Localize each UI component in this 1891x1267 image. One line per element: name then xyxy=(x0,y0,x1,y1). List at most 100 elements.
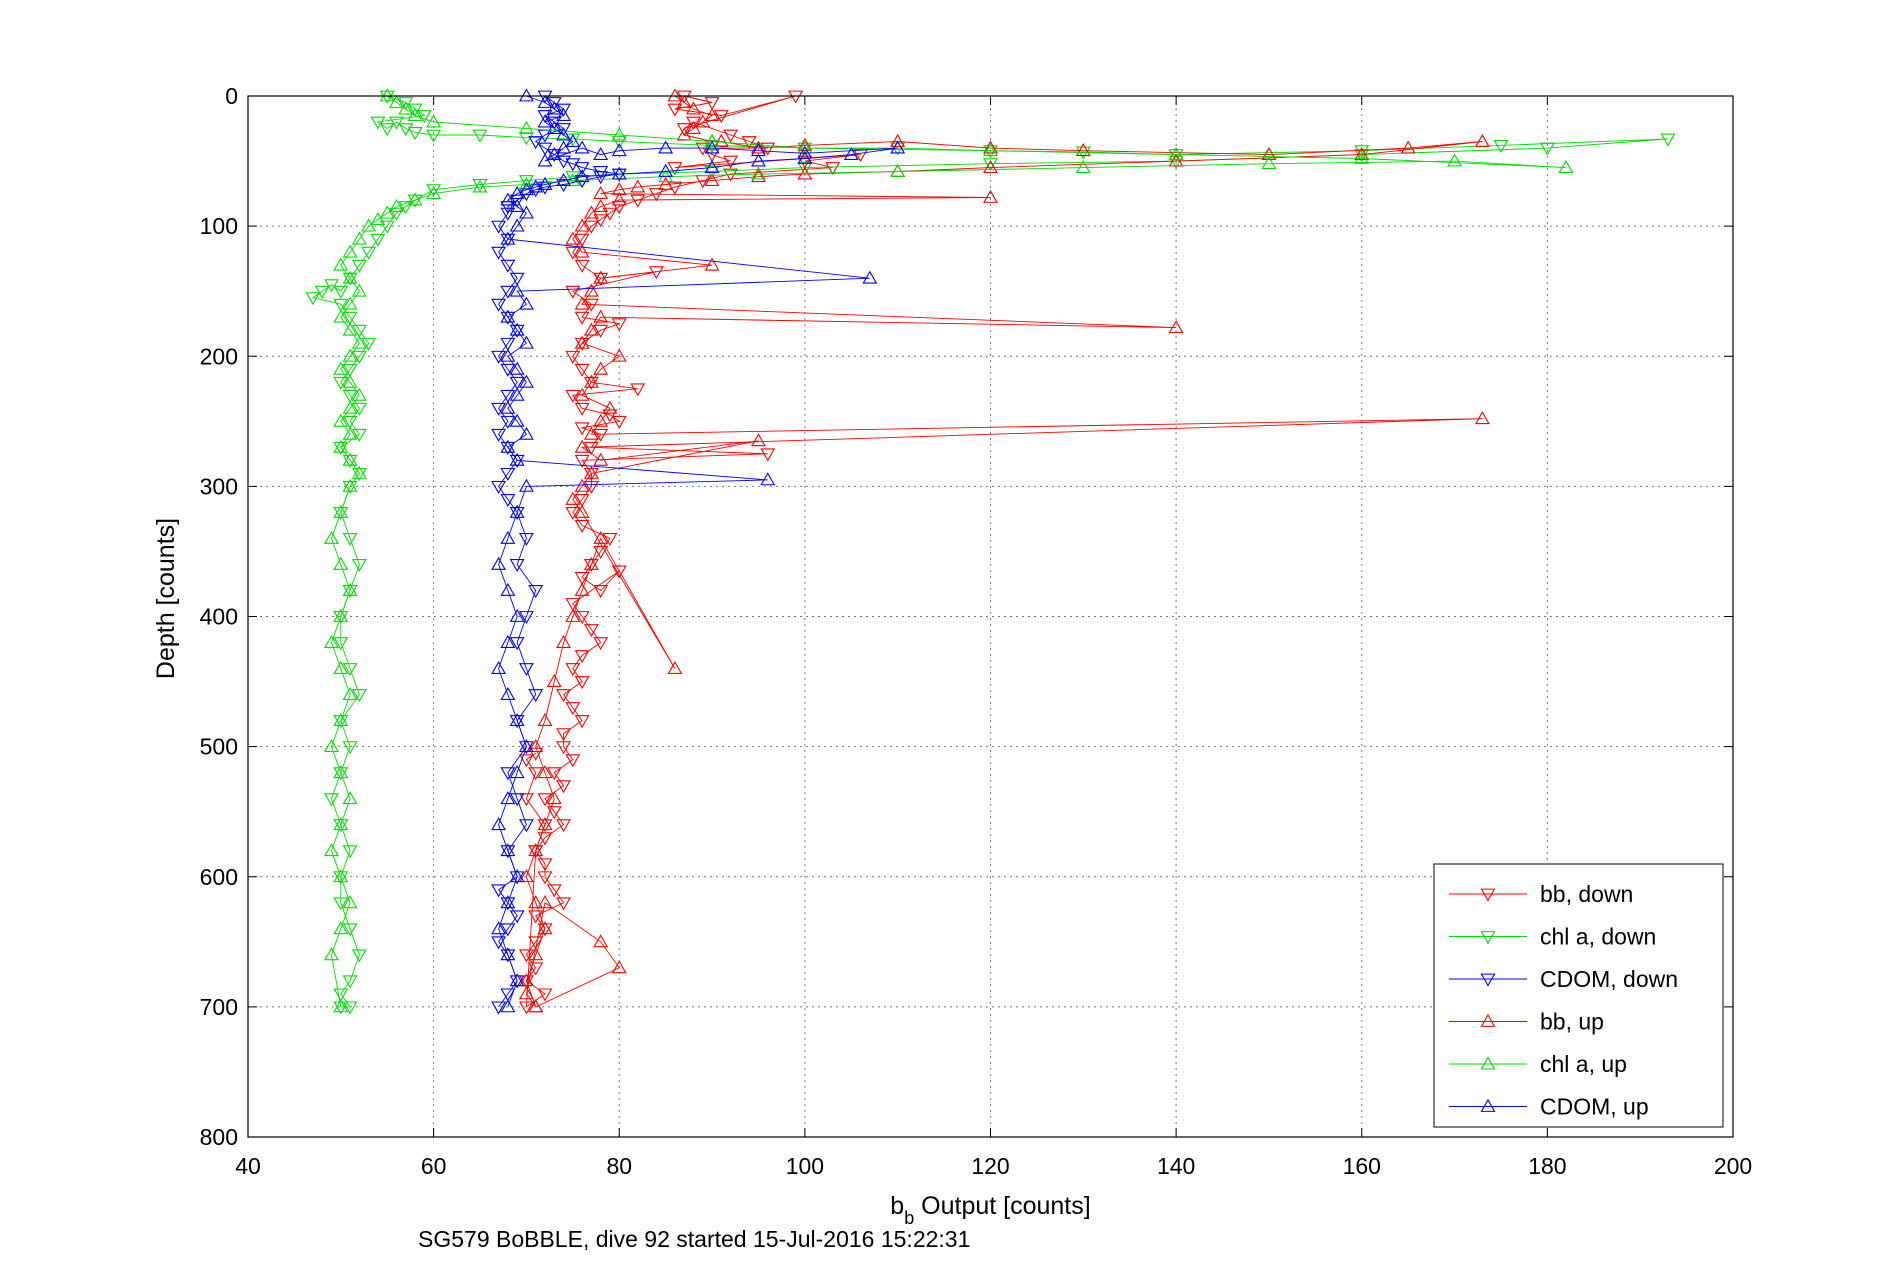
x-tick-label: 80 xyxy=(606,1153,632,1179)
data-point-marker xyxy=(630,383,646,397)
data-point-marker xyxy=(583,465,599,479)
data-point-marker xyxy=(509,608,525,622)
data-point-marker xyxy=(351,387,367,401)
x-tick-label: 180 xyxy=(1528,1153,1566,1179)
data-point-marker xyxy=(518,986,534,1000)
data-point-marker xyxy=(518,975,534,989)
data-point-marker xyxy=(574,454,590,468)
data-point-marker xyxy=(500,207,516,221)
data-point-marker xyxy=(500,493,516,507)
data-point-marker xyxy=(537,712,553,727)
data-point-marker xyxy=(500,337,516,351)
data-point-marker xyxy=(351,465,367,479)
data-point-marker xyxy=(509,910,525,924)
data-point-marker xyxy=(518,120,534,134)
data-point-marker xyxy=(370,233,386,247)
data-point-marker xyxy=(500,791,516,805)
data-point-marker xyxy=(333,1001,349,1015)
y-tick-label: 200 xyxy=(200,343,238,369)
data-point-marker xyxy=(741,136,757,150)
data-point-marker xyxy=(583,556,599,570)
data-point-marker xyxy=(593,546,609,560)
data-point-marker xyxy=(565,246,581,260)
data-point-marker xyxy=(723,129,739,143)
data-point-marker xyxy=(751,153,766,167)
data-point-marker xyxy=(398,101,414,115)
data-point-marker xyxy=(593,530,609,544)
data-point-marker xyxy=(546,767,562,781)
data-point-marker xyxy=(825,162,841,176)
data-point-marker xyxy=(574,611,590,625)
data-point-marker xyxy=(797,142,813,156)
data-point-marker xyxy=(342,270,358,284)
data-point-marker xyxy=(574,650,590,664)
data-point-marker xyxy=(370,116,386,130)
data-point-marker xyxy=(983,158,998,172)
data-point-marker xyxy=(333,611,349,625)
data-point-marker xyxy=(593,214,609,228)
data-point-marker xyxy=(342,244,358,258)
data-point-marker xyxy=(398,201,414,215)
data-point-marker xyxy=(658,176,674,190)
data-point-marker xyxy=(342,923,358,937)
data-point-marker xyxy=(500,389,516,403)
data-point-marker xyxy=(333,441,349,455)
data-point-marker xyxy=(407,192,423,206)
data-point-marker xyxy=(546,97,562,111)
data-point-marker xyxy=(351,559,367,573)
series-line xyxy=(331,95,1566,1007)
data-point-marker xyxy=(574,402,590,416)
data-point-marker xyxy=(583,374,599,388)
data-point-marker xyxy=(342,686,358,700)
data-point-marker xyxy=(565,491,581,505)
data-point-marker xyxy=(518,335,534,349)
data-point-marker xyxy=(565,506,581,521)
data-point-marker xyxy=(500,363,516,377)
data-point-marker xyxy=(556,634,572,648)
data-point-marker xyxy=(546,116,562,130)
data-point-marker xyxy=(890,133,906,147)
data-point-marker xyxy=(546,120,562,134)
data-point-marker xyxy=(574,218,590,232)
data-point-marker xyxy=(518,296,534,310)
data-point-marker xyxy=(704,159,720,173)
data-point-marker xyxy=(407,127,423,141)
data-point-marker xyxy=(509,361,525,375)
data-point-marker xyxy=(528,179,544,193)
data-point-marker xyxy=(751,169,766,183)
data-point-marker xyxy=(843,146,859,160)
data-point-marker xyxy=(574,140,590,154)
data-point-marker xyxy=(324,793,339,807)
data-point-marker xyxy=(760,472,776,486)
data-point-marker xyxy=(583,559,599,573)
data-point-marker xyxy=(704,133,720,147)
data-point-marker xyxy=(500,309,516,323)
data-point-marker xyxy=(518,374,534,388)
data-point-marker xyxy=(509,322,525,336)
data-point-marker xyxy=(333,257,349,271)
data-point-marker xyxy=(528,962,544,976)
data-point-marker xyxy=(1168,149,1184,163)
data-point-marker xyxy=(351,324,367,338)
x-tick-label: 40 xyxy=(235,1153,261,1179)
data-point-marker xyxy=(537,921,553,935)
legend-marker xyxy=(1480,931,1496,945)
data-point-marker xyxy=(556,728,572,742)
data-point-marker xyxy=(593,934,609,948)
x-tick-label: 120 xyxy=(971,1153,1009,1179)
legend-marker xyxy=(1480,973,1496,987)
data-point-marker xyxy=(676,90,692,104)
data-point-marker xyxy=(518,741,534,755)
data-point-marker xyxy=(528,999,544,1013)
data-point-marker xyxy=(351,335,367,349)
legend-entry-label: chl a, down xyxy=(1540,924,1656,950)
data-point-marker xyxy=(333,660,349,674)
data-point-marker xyxy=(342,348,358,362)
data-point-marker xyxy=(537,765,553,779)
data-point-marker xyxy=(1354,149,1370,163)
data-point-marker xyxy=(518,819,534,833)
data-point-marker xyxy=(611,166,627,180)
legend-entry-label: CDOM, down xyxy=(1540,966,1678,992)
data-point-marker xyxy=(583,322,599,336)
data-point-marker xyxy=(389,198,404,213)
